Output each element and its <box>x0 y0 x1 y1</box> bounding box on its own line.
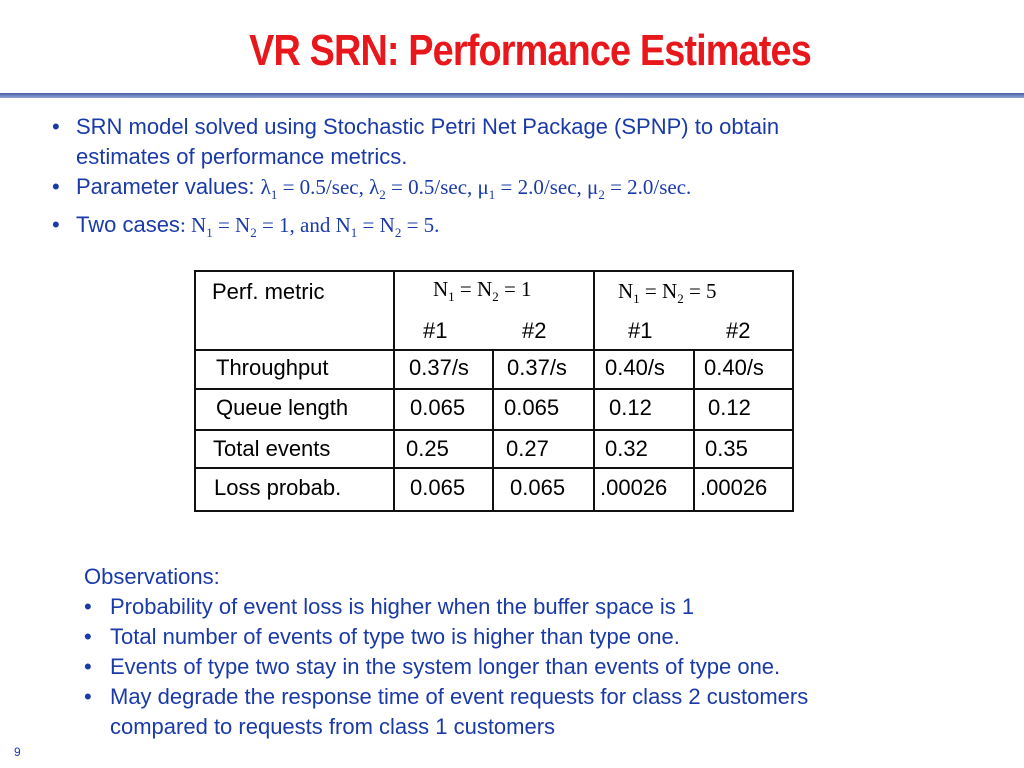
row-loss-probab-metric: Loss probab. <box>214 475 342 500</box>
table-cell: 0.065 <box>510 475 566 500</box>
header-case2: N1 = N2 = 5 <box>618 279 717 307</box>
row-throughput-metric: Throughput <box>216 355 329 380</box>
bullet-dot: • <box>52 174 60 199</box>
observation-text: Total number of events of type two is hi… <box>110 624 680 649</box>
table-cell: .00026 <box>600 475 668 500</box>
bullet-model-line2: estimates of performance metrics. <box>76 144 408 169</box>
table-cell: 0.12 <box>708 395 751 420</box>
bullet-dot: • <box>84 684 92 709</box>
observation-item: • May degrade the response time of event… <box>84 682 984 742</box>
bullet-dot: • <box>52 212 60 238</box>
bullet-cases: • Two cases: N1 = N2 = 1, and N1 = N2 = … <box>52 210 952 248</box>
table-cell: 0.27 <box>506 436 549 461</box>
table-cell: 0.35 <box>705 436 748 461</box>
bullet-dot: • <box>84 624 92 649</box>
bullet-model: • SRN model solved using Stochastic Petr… <box>52 112 952 172</box>
table-cell: 0.40/s <box>704 355 764 380</box>
bullet-parameters-label: Parameter values: <box>76 174 255 199</box>
table-rule-row2 <box>194 429 794 431</box>
table-col-case1-split <box>492 351 494 512</box>
table-cell: 0.37/s <box>409 355 469 380</box>
row-total-events-metric: Total events <box>213 436 331 461</box>
observations: Observations: • Probability of event los… <box>84 562 984 742</box>
bullet-dot: • <box>52 114 60 139</box>
bullet-dot: • <box>84 594 92 619</box>
header-case1: N1 = N2 = 1 <box>433 277 532 305</box>
bullet-cases-label: Two cases <box>76 212 180 238</box>
table-cell: 0.32 <box>605 436 648 461</box>
table-col-metric <box>393 270 395 512</box>
subheader-case2-2: #2 <box>726 318 751 343</box>
table-cell: 0.065 <box>410 475 466 500</box>
table-col-case <box>593 270 595 512</box>
observation-text: May degrade the response time of event r… <box>110 684 809 709</box>
table-cell: 0.40/s <box>605 355 665 380</box>
subheader-case1-1: #1 <box>423 318 448 343</box>
table-rule-header <box>194 349 794 351</box>
bullet-dot: • <box>84 654 92 679</box>
performance-table: Perf. metric N1 = N2 = 1 N1 = N2 = 5 #1 … <box>194 270 794 512</box>
table-cell: 0.25 <box>406 436 449 461</box>
table-cell: 0.37/s <box>507 355 567 380</box>
table-cell: .00026 <box>700 475 768 500</box>
subheader-case1-2: #2 <box>522 318 547 343</box>
table-border-bottom <box>194 510 794 512</box>
observations-heading: Observations: <box>84 564 220 589</box>
observation-text: Probability of event loss is higher when… <box>110 594 695 619</box>
observation-item: • Total number of events of type two is … <box>84 622 984 652</box>
intro-bullets: • SRN model solved using Stochastic Petr… <box>52 112 952 248</box>
table-rule-row3 <box>194 467 794 469</box>
bullet-model-line1: SRN model solved using Stochastic Petri … <box>76 114 780 139</box>
header-perf-metric: Perf. metric <box>212 279 325 304</box>
table-border-left <box>194 270 196 512</box>
observation-item: • Events of type two stay in the system … <box>84 652 984 682</box>
title-divider <box>0 93 1024 98</box>
table-border-top <box>194 270 794 272</box>
table-border-right <box>792 270 794 512</box>
page-number: 9 <box>14 745 21 759</box>
observation-text: Events of type two stay in the system lo… <box>110 654 781 679</box>
table-cell: 0.12 <box>609 395 652 420</box>
table-rule-row1 <box>194 388 794 390</box>
observation-item: • Probability of event loss is higher wh… <box>84 592 984 622</box>
cases-values: : N1 = N2 = 1, and N1 = N2 = 5. <box>179 213 440 241</box>
bullet-parameters: • Parameter values: λ1 = 0.5/sec, λ2 = 0… <box>52 172 952 210</box>
table-cell: 0.065 <box>504 395 560 420</box>
table-cell: 0.065 <box>410 395 466 420</box>
subheader-case2-1: #1 <box>628 318 653 343</box>
slide-title: VR SRN: Performance Estimates <box>249 26 812 75</box>
parameter-values: λ1 = 0.5/sec, λ2 = 0.5/sec, μ1 = 2.0/sec… <box>260 175 692 203</box>
observation-text-continued: compared to requests from class 1 custom… <box>110 714 556 739</box>
table-col-case2-split <box>693 351 695 512</box>
row-queue-length-metric: Queue length <box>216 395 349 420</box>
